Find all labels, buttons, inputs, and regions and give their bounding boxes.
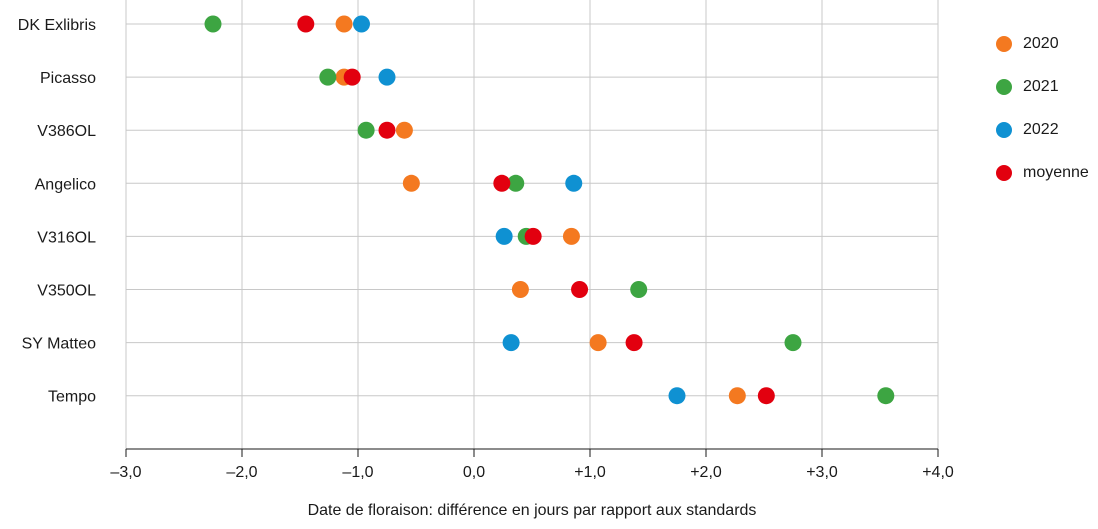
point-2022 bbox=[352, 15, 370, 33]
x-tick-label: –2,0 bbox=[226, 464, 257, 481]
point-moyenne bbox=[571, 281, 589, 298]
legend-label: 2020 bbox=[1023, 34, 1059, 52]
legend: 2020 2021 2022 moyenne bbox=[996, 22, 1096, 194]
x-axis-label: Date de floraison: différence en jours p… bbox=[307, 502, 757, 519]
legend-item: 2021 bbox=[996, 65, 1096, 108]
category-label: Tempo bbox=[48, 389, 96, 406]
point-2021 bbox=[630, 281, 648, 298]
point-2022 bbox=[495, 227, 513, 245]
category-label: SY Matteo bbox=[22, 336, 97, 353]
legend-marker bbox=[996, 35, 1012, 52]
category-label: Angelico bbox=[35, 176, 96, 193]
point-2021 bbox=[319, 68, 337, 86]
legend-marker bbox=[996, 78, 1012, 95]
point-moyenne bbox=[493, 174, 511, 192]
category-label: V316OL bbox=[37, 229, 96, 246]
point-moyenne bbox=[378, 121, 396, 139]
point-2021 bbox=[507, 174, 525, 192]
point-2021 bbox=[357, 121, 375, 139]
point-2020 bbox=[562, 227, 580, 245]
category-label: V350OL bbox=[37, 283, 96, 300]
point-moyenne bbox=[297, 15, 315, 33]
legend-label: 2022 bbox=[1023, 120, 1059, 138]
point-moyenne bbox=[625, 334, 643, 352]
point-2020 bbox=[335, 15, 353, 33]
legend-item: 2020 bbox=[996, 22, 1096, 65]
point-2022 bbox=[668, 387, 686, 405]
x-tick-label: +2,0 bbox=[690, 464, 722, 481]
category-labels: DK Exlibris Picasso V386OL Angelico V316OL V3… bbox=[18, 17, 96, 406]
x-tick-label: +4,0 bbox=[922, 464, 954, 481]
point-moyenne bbox=[524, 227, 542, 245]
legend-item: 2022 bbox=[996, 108, 1096, 151]
point-2021 bbox=[877, 387, 895, 405]
x-axis bbox=[125, 448, 939, 457]
grid-lines bbox=[125, 0, 939, 450]
point-2022 bbox=[378, 68, 396, 86]
point-2020 bbox=[511, 281, 529, 298]
point-2020 bbox=[402, 174, 420, 192]
x-tick-labels: –3,0 –2,0 –1,0 0,0 +1,0 +2,0 +3,0 +4,0 bbox=[110, 464, 953, 481]
point-2022 bbox=[502, 334, 520, 352]
x-tick-label: +3,0 bbox=[806, 464, 838, 481]
point-2020 bbox=[589, 334, 607, 352]
point-2021 bbox=[784, 334, 802, 352]
x-tick-label: –3,0 bbox=[110, 464, 141, 481]
point-2020 bbox=[395, 121, 413, 139]
category-label: Picasso bbox=[40, 70, 96, 87]
legend-marker bbox=[996, 164, 1012, 181]
x-tick-label: 0,0 bbox=[463, 464, 485, 481]
point-moyenne bbox=[757, 387, 775, 405]
point-2022 bbox=[565, 174, 583, 192]
point-2021 bbox=[204, 15, 222, 33]
data-points bbox=[204, 15, 895, 405]
point-2020 bbox=[728, 387, 746, 405]
legend-marker bbox=[996, 121, 1012, 138]
legend-label: 2021 bbox=[1023, 77, 1059, 95]
category-label: DK Exlibris bbox=[18, 17, 96, 34]
point-moyenne bbox=[343, 68, 361, 86]
x-tick-label: –1,0 bbox=[342, 464, 373, 481]
legend-label: moyenne bbox=[1023, 163, 1089, 181]
x-tick-label: +1,0 bbox=[574, 464, 606, 481]
category-label: V386OL bbox=[37, 123, 96, 140]
legend-item: moyenne bbox=[996, 151, 1096, 194]
